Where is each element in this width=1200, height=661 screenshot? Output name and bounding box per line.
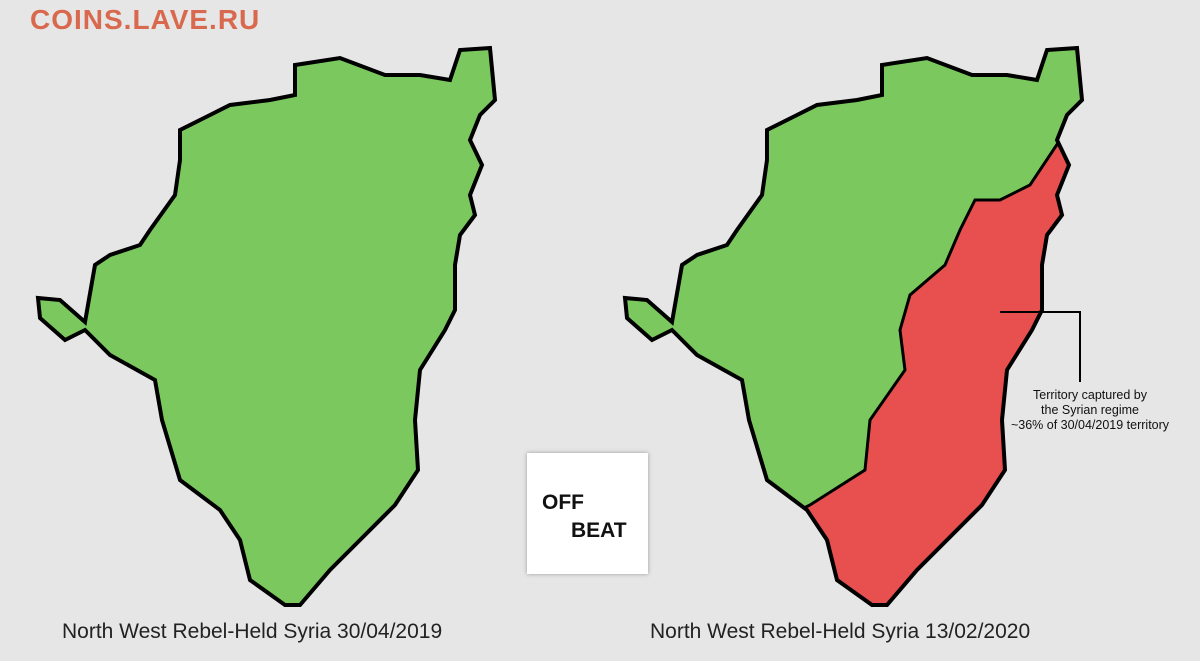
map-2019-rebel-region	[36, 46, 497, 607]
map-2020	[623, 46, 1084, 607]
caption-2019: North West Rebel-Held Syria 30/04/2019	[62, 620, 443, 643]
annotation-line: the Syrian regime	[1041, 403, 1139, 417]
annotation-line: Territory captured by	[1033, 388, 1147, 402]
annotation-leader-line	[1000, 311, 1081, 382]
offbeat-logo: OFF BEAT	[527, 453, 648, 574]
logo-text: BEAT	[571, 519, 627, 542]
watermark: COINS.LAVE.RU	[30, 4, 261, 35]
logo-text: OFF	[542, 491, 584, 514]
annotation-line: ~36% of 30/04/2019 territory	[1010, 418, 1170, 432]
caption-2020: North West Rebel-Held Syria 13/02/2020	[650, 620, 1031, 643]
annotation: Territory captured by the Syrian regime …	[995, 388, 1185, 433]
